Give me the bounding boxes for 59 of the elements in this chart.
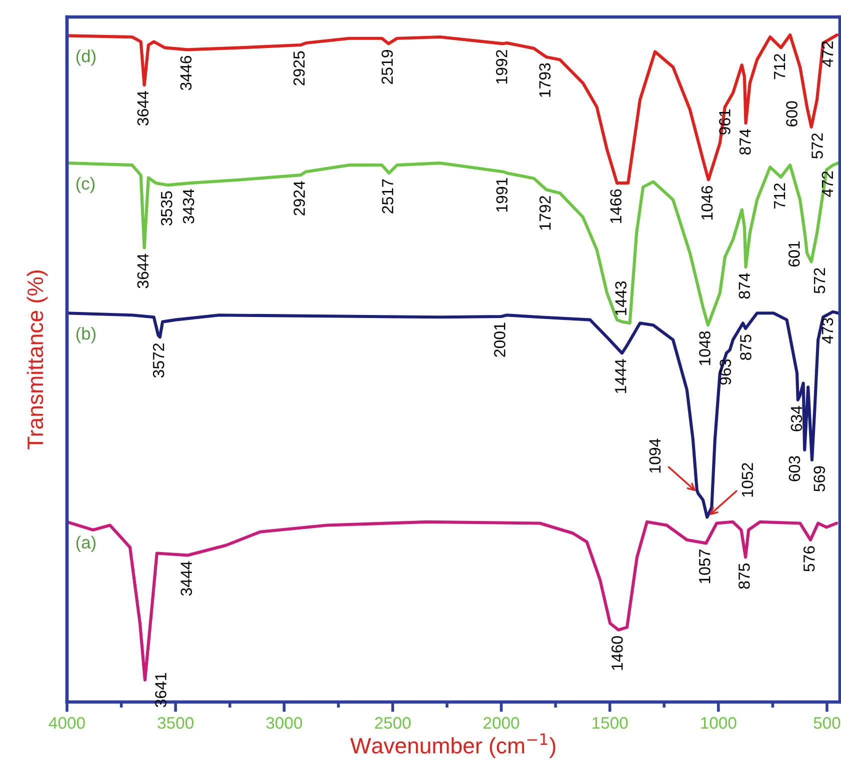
annotation: 1792	[539, 196, 551, 230]
series-label: (b)	[76, 327, 96, 344]
annotation: 1991	[496, 178, 508, 212]
annotation: 3641	[155, 673, 166, 708]
annotation: 1460	[612, 636, 623, 670]
annotation: 572	[814, 268, 826, 294]
annotation: 2519	[382, 50, 393, 84]
annotation: 2517	[382, 179, 394, 214]
y-axis-title: Transmittance (%)	[26, 270, 48, 450]
annotation: 1057	[699, 550, 710, 584]
annotation: 1992	[496, 50, 508, 84]
x-tick-label: 1500	[592, 717, 628, 729]
annotation: 712	[774, 54, 786, 80]
annotation: 1443	[615, 281, 626, 316]
annotation: 472	[822, 171, 833, 197]
annotation: 2924	[294, 181, 305, 216]
annotation: 472	[822, 41, 833, 67]
annotation: 572	[812, 133, 823, 159]
annotation: 1444	[615, 359, 626, 394]
annotation: 1094	[649, 438, 661, 473]
annotation: 600	[786, 101, 798, 126]
annotation: 875	[738, 563, 750, 589]
x-tick-label: 500	[814, 717, 840, 729]
annotation: 2925	[293, 51, 305, 86]
annotation: 3644	[137, 91, 149, 126]
annotation: 3572	[152, 344, 164, 378]
annotation: 473	[822, 318, 834, 344]
annotation: 875	[740, 334, 752, 360]
series-label: (c)	[76, 176, 94, 194]
annotation: 963	[720, 359, 732, 385]
annotation: 874	[738, 273, 750, 299]
x-tick-label: 3000	[266, 717, 302, 729]
annotation: 1046	[701, 186, 713, 220]
annotation: 569	[814, 466, 826, 492]
x-tick-label: 4000	[48, 717, 85, 729]
annotation: 2001	[494, 322, 506, 357]
annotation: 3644	[137, 254, 149, 288]
annotation: 1048	[699, 331, 710, 366]
annotation: 1052	[742, 463, 754, 497]
annotation: 603	[788, 456, 800, 482]
annotation: 3446	[180, 56, 192, 90]
annotation: 601	[788, 241, 800, 266]
annotation: 3444	[180, 561, 192, 596]
series-label: (a)	[76, 536, 96, 552]
x-axis-title: Wavenumber (cm$^{−1}$)	[350, 734, 556, 758]
x-tick-label: 2000	[484, 717, 520, 729]
x-tick-label: 2500	[375, 717, 411, 729]
annotation: 576	[803, 546, 815, 572]
annotation: 3535	[160, 191, 172, 226]
x-tick-label: 1000	[701, 717, 736, 729]
annotation: 1466	[610, 189, 622, 223]
annotation: 874	[740, 129, 751, 155]
annotation: 3434	[182, 189, 194, 224]
annotation: 634	[790, 406, 802, 432]
x-tick-label: 3500	[158, 717, 194, 729]
annotation: 712	[774, 183, 786, 208]
annotation: 961	[719, 109, 730, 134]
annotation: 1793	[539, 63, 551, 97]
series-label: (d)	[76, 50, 96, 66]
